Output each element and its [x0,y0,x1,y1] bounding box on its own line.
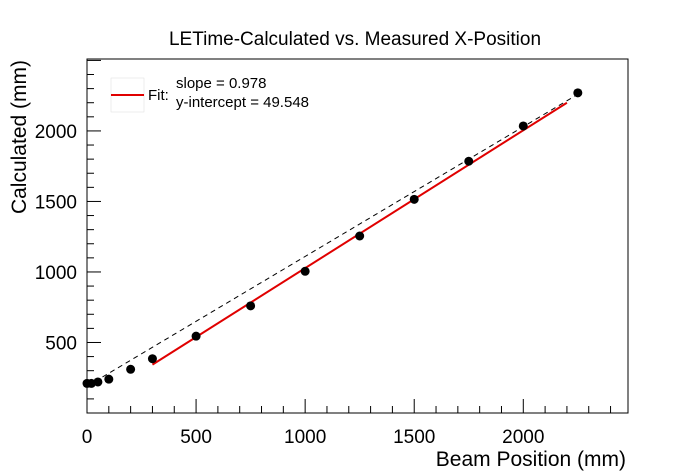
legend-slope-text: slope = 0.978 [176,75,267,92]
reference-line [86,93,579,387]
y-axis-label: Calculated (mm) [8,60,31,214]
data-point [518,121,528,131]
y-tick-label: 2000 [35,122,77,143]
data-point [126,364,136,374]
y-tick-labels: 500 1000 1500 2000 [35,122,77,355]
data-point [104,374,114,384]
x-tick-label: 500 [180,427,212,448]
data-point [464,156,474,166]
data-point [246,301,256,311]
plot-frame [86,58,629,414]
data-point [191,331,201,341]
legend-intercept-text: y-intercept = 49.548 [176,94,309,111]
data-point [147,354,157,364]
x-axis-label: Beam Position (mm) [436,448,626,471]
axis-ticks [86,59,612,413]
data-points [82,88,583,388]
data-point [300,266,310,276]
data-point [355,231,365,241]
x-tick-label: 2000 [502,427,544,448]
data-point [409,194,419,204]
y-tick-label: 500 [45,333,77,354]
x-tick-labels: 0 500 1000 1500 2000 [82,427,545,448]
data-point [573,88,583,98]
y-tick-label: 1500 [35,192,77,213]
legend: Fit: slope = 0.978 y-intercept = 49.548 [110,75,309,113]
x-tick-label: 1000 [284,427,326,448]
x-tick-label: 0 [82,427,93,448]
legend-fit-label: Fit: [148,87,169,104]
y-tick-label: 1000 [35,263,77,284]
x-tick-label: 1500 [393,427,435,448]
data-point [93,377,103,387]
chart-title: LETime-Calculated vs. Measured X-Positio… [169,29,541,50]
